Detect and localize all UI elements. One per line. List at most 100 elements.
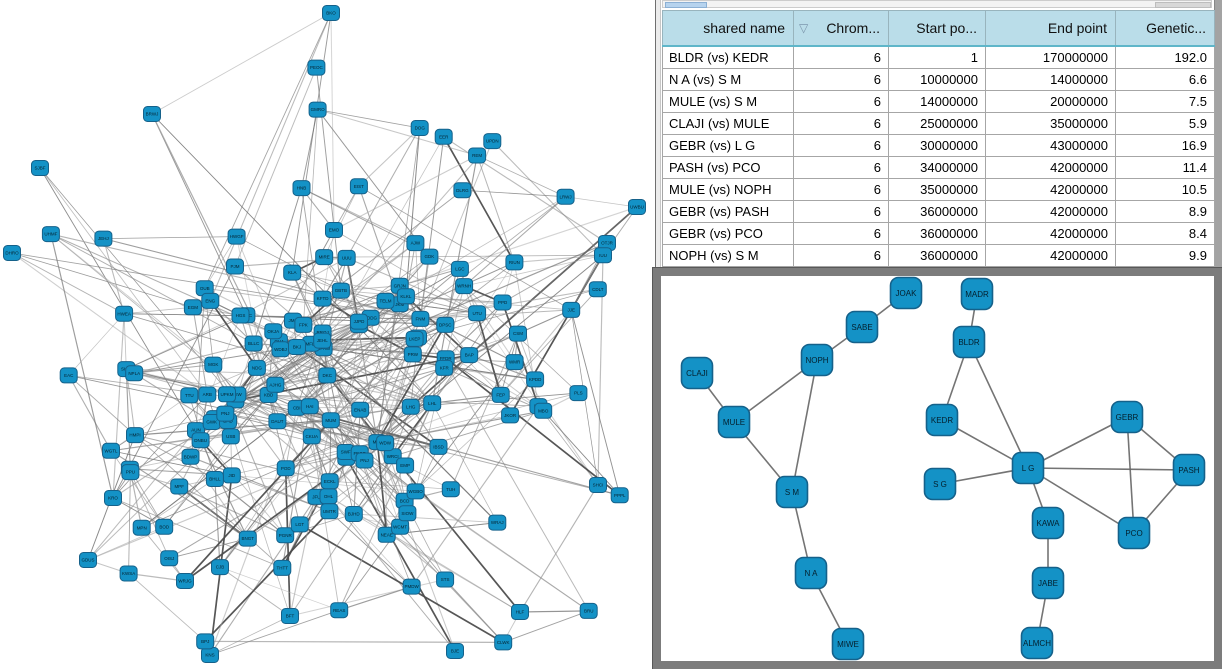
network-node[interactable]: PNJ [355, 452, 374, 469]
table-cell[interactable]: 14000000 [888, 90, 986, 113]
network-node[interactable]: EAC [59, 367, 78, 384]
network-node[interactable]: PPU [121, 464, 140, 481]
network-node[interactable]: HWGF [227, 228, 246, 245]
network-node[interactable]: JOAK [889, 276, 923, 310]
network-node[interactable]: PLS [569, 385, 588, 402]
network-node[interactable]: DOG [410, 120, 429, 136]
table-cell[interactable]: 6 [793, 244, 889, 267]
table-row[interactable]: MULE (vs) NOPH 6 35000000 42000000 10.5 [662, 178, 1215, 201]
network-node[interactable]: PGNR [276, 527, 295, 544]
network-node[interactable]: STS [436, 571, 455, 588]
network-node[interactable]: WMR [505, 354, 524, 371]
network-node[interactable]: PASH [1172, 453, 1206, 487]
scrollbar-segment[interactable] [1155, 2, 1211, 8]
network-node[interactable]: MUM [321, 412, 340, 429]
network-node[interactable]: PEOC [307, 59, 326, 76]
column-header-chromosome[interactable]: ▽ Chrom... [793, 10, 889, 47]
table-cell[interactable]: 10.5 [1115, 178, 1215, 201]
network-node[interactable]: SHCI [589, 477, 607, 493]
network-node[interactable]: HAI [300, 398, 319, 415]
network-node[interactable]: NPLA [125, 365, 144, 382]
network-node[interactable]: WRNH [455, 278, 474, 295]
network-node[interactable]: MPN [132, 519, 151, 536]
table-cell[interactable]: 14000000 [985, 68, 1116, 91]
network-node[interactable]: HWEA [115, 305, 134, 322]
network-node[interactable]: N A [794, 556, 828, 590]
network-node[interactable]: BFT [281, 608, 299, 624]
network-node[interactable]: UTU [468, 305, 487, 322]
table-row[interactable]: BLDR (vs) KEDR 6 1 170000000 192.0 [662, 45, 1215, 69]
network-node[interactable]: JID [222, 467, 241, 484]
network-node[interactable]: PJM [226, 258, 244, 275]
table-cell[interactable]: N A (vs) S M [662, 68, 794, 91]
network-node[interactable]: RIUN [505, 254, 524, 271]
network-node[interactable]: GWK [202, 414, 221, 430]
network-node[interactable]: MIRE [315, 249, 334, 266]
network-node[interactable]: JJPD [350, 313, 368, 330]
table-row[interactable]: CLAJI (vs) MULE 6 25000000 35000000 5.9 [662, 112, 1215, 135]
table-cell[interactable]: 1 [888, 45, 986, 69]
table-row[interactable]: MULE (vs) S M 6 14000000 20000000 7.5 [662, 90, 1215, 113]
network-node[interactable]: SABE [845, 310, 879, 344]
network-node[interactable]: BHLL [205, 471, 224, 487]
network-node[interactable]: PPD [493, 294, 512, 311]
network-node[interactable]: PNJ [216, 405, 235, 422]
network-node[interactable]: OISJ [160, 550, 179, 567]
network-node[interactable]: ALMCH [1020, 626, 1054, 660]
table-cell[interactable]: 5.9 [1115, 112, 1215, 135]
vertical-scrollbar[interactable] [1214, 0, 1222, 268]
network-node[interactable]: DNBU [191, 432, 210, 449]
network-node[interactable]: HLF [511, 604, 529, 620]
network-node[interactable]: DPSC [436, 316, 455, 333]
network-node[interactable]: EER [434, 128, 453, 145]
network-node[interactable]: BLDR [952, 325, 986, 359]
network-node[interactable]: ECKL [320, 473, 339, 490]
network-node[interactable]: REM [468, 147, 487, 164]
network-node[interactable]: GEBR [1110, 400, 1144, 434]
network-node[interactable]: EIST [349, 178, 368, 195]
table-cell[interactable]: 42000000 [985, 200, 1116, 223]
table-cell[interactable]: 34000000 [888, 156, 986, 179]
network-node[interactable]: MGK [204, 356, 223, 373]
network-node[interactable]: MIWE [831, 627, 865, 661]
network-node[interactable]: WRAJ [488, 514, 507, 531]
network-node[interactable]: KLA [283, 264, 302, 281]
network-node[interactable]: PCO [1117, 516, 1151, 550]
network-node[interactable]: GDK [420, 248, 439, 265]
table-cell[interactable]: 42000000 [985, 222, 1116, 245]
table-cell[interactable]: MULE (vs) NOPH [662, 178, 794, 201]
network-node[interactable]: LRWJ [556, 188, 575, 205]
network-node[interactable]: BKJ [288, 339, 306, 355]
network-node[interactable]: CKUA [302, 428, 321, 445]
network-node[interactable]: KRO [104, 490, 122, 506]
table-row[interactable]: N A (vs) S M 6 10000000 14000000 6.6 [662, 68, 1215, 91]
network-node[interactable]: S M [775, 475, 809, 509]
table-row[interactable]: GEBR (vs) L G 6 30000000 43000000 16.9 [662, 134, 1215, 157]
table-cell[interactable]: 7.5 [1115, 90, 1215, 113]
network-node[interactable]: HMPI [126, 427, 144, 444]
table-cell[interactable]: 36000000 [888, 222, 986, 245]
table-cell[interactable]: BLDR (vs) KEDR [662, 45, 794, 69]
network-node[interactable]: BKO [322, 5, 340, 21]
network-node[interactable]: ARB [198, 386, 217, 403]
network-node[interactable]: TUH [441, 481, 460, 498]
network-node[interactable]: USB [221, 428, 240, 445]
network-node[interactable]: MBO [534, 402, 553, 419]
network-node[interactable]: WCMT [391, 518, 410, 535]
table-cell[interactable]: 6 [793, 178, 889, 201]
network-node[interactable]: KNS [201, 647, 219, 663]
table-cell[interactable]: 6 [793, 90, 889, 113]
network-node[interactable]: KFTD [313, 290, 332, 307]
network-node[interactable]: DLRG [453, 182, 472, 199]
network-node[interactable]: GMRO [308, 101, 327, 118]
network-node[interactable]: CSM [509, 325, 527, 342]
network-node[interactable]: JABE [1031, 566, 1065, 600]
network-node[interactable]: KPDD [526, 371, 545, 388]
network-node[interactable]: FEP [491, 386, 510, 403]
column-header-genetic[interactable]: Genetic... [1115, 10, 1215, 47]
table-row[interactable]: GEBR (vs) PCO 6 36000000 42000000 8.4 [662, 222, 1215, 245]
network-node[interactable]: BJHD [344, 506, 363, 522]
table-cell[interactable]: 42000000 [985, 178, 1116, 201]
network-node[interactable]: FPK [294, 316, 313, 333]
table-cell[interactable]: MULE (vs) S M [662, 90, 794, 113]
